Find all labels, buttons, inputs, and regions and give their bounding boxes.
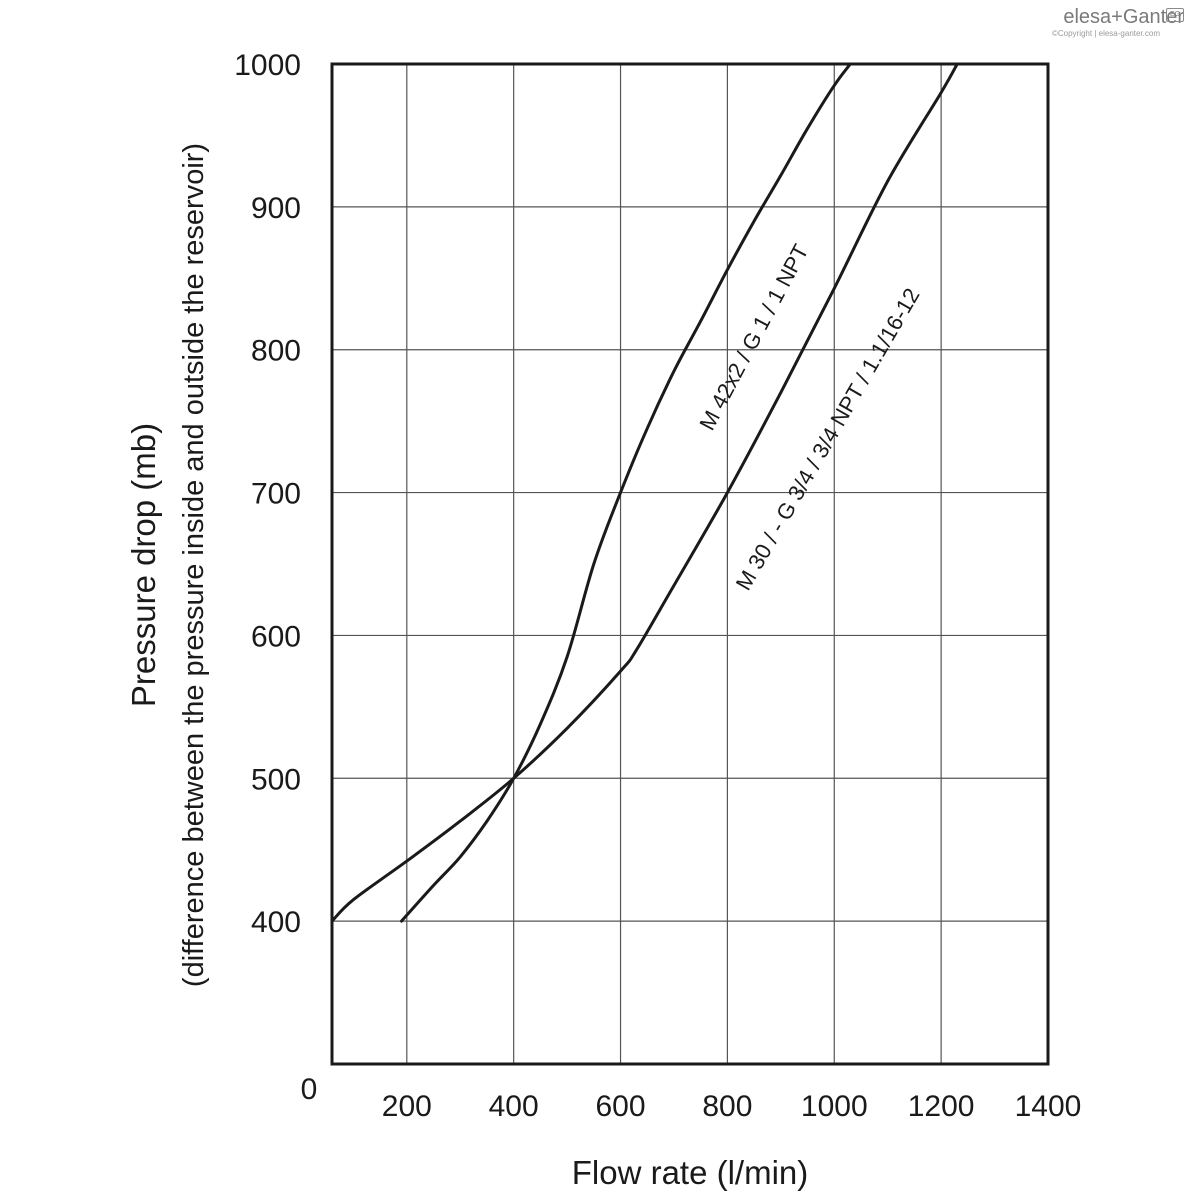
y-axis-ticks: 400 500 600 700 800 900 1000 bbox=[234, 49, 301, 939]
series-label-m42: M 42x2 / G 1 / 1 NPT bbox=[694, 240, 813, 434]
chart-series bbox=[330, 62, 959, 923]
brand-logo: elesa+Ganter ©Copyright | elesa-ganter.c… bbox=[1004, 6, 1184, 46]
logo-mark-icon: EG bbox=[1166, 8, 1184, 22]
x-tick-label: 1200 bbox=[908, 1090, 975, 1123]
logo-copyright-text: ©Copyright | elesa-ganter.com bbox=[1051, 29, 1160, 38]
y-tick-label: 800 bbox=[251, 335, 301, 368]
x-axis-ticks: 200 400 600 800 1000 1200 1400 bbox=[382, 1090, 1082, 1123]
x-tick-label: 1400 bbox=[1015, 1090, 1082, 1123]
x-axis-label: Flow rate (l/min) bbox=[572, 1154, 809, 1191]
y-tick-label: 400 bbox=[251, 906, 301, 939]
y-tick-label: 900 bbox=[251, 192, 301, 225]
chart-grid bbox=[332, 64, 1048, 1064]
x-tick-label: 400 bbox=[489, 1090, 539, 1123]
y-tick-label: 1000 bbox=[234, 49, 301, 82]
series-line-0 bbox=[400, 62, 852, 923]
logo-brand-text: elesa+Ganter bbox=[1063, 6, 1184, 28]
y-tick-label: 600 bbox=[251, 620, 301, 653]
x-tick-label: 1000 bbox=[801, 1090, 868, 1123]
x-tick-label: 200 bbox=[382, 1090, 432, 1123]
y-axis-sublabel: (difference between the pressure inside … bbox=[178, 143, 210, 987]
y-tick-label: 500 bbox=[251, 763, 301, 796]
origin-label: 0 bbox=[301, 1073, 318, 1106]
plot-frame bbox=[330, 62, 1050, 1066]
y-tick-label: 700 bbox=[251, 478, 301, 511]
x-tick-label: 800 bbox=[702, 1090, 752, 1123]
series-line-1 bbox=[330, 62, 959, 923]
x-tick-label: 600 bbox=[596, 1090, 646, 1123]
y-axis-label: Pressure drop (mb) bbox=[125, 423, 162, 707]
